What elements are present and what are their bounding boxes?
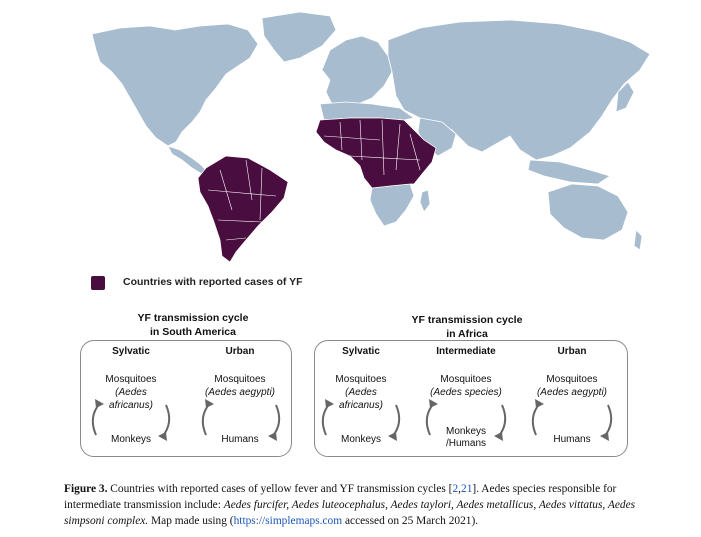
europe bbox=[321, 35, 393, 109]
greenland bbox=[261, 11, 337, 63]
world-map bbox=[91, 11, 651, 263]
vector-text: Mosquitoes (Aedes africanus) bbox=[335, 374, 387, 411]
legend-label: Countries with reported cases of YF bbox=[123, 276, 303, 288]
madagascar bbox=[419, 189, 431, 213]
caption-species: Aedes furcifer, Aedes luteocephalus, Aed… bbox=[64, 499, 636, 527]
af-title-line1: YF transmission cycle bbox=[411, 314, 523, 326]
af-urban-column: Urban Mosquitoes (Aedes aegypti) Humans bbox=[524, 346, 620, 450]
column-head: Sylvatic bbox=[342, 346, 380, 357]
column-head: Sylvatic bbox=[112, 346, 150, 357]
simplemaps-link[interactable]: https://simplemaps.com bbox=[233, 515, 343, 527]
north-africa bbox=[319, 101, 415, 121]
new-zealand bbox=[633, 229, 643, 251]
southern-africa bbox=[369, 183, 415, 227]
south-america-reported bbox=[197, 155, 289, 263]
sa-sylvatic-cycle-arrows bbox=[91, 399, 171, 441]
africa-cycle-box bbox=[314, 340, 628, 457]
country-borders bbox=[207, 119, 421, 241]
caption-label: Figure 3. bbox=[64, 483, 108, 495]
australia bbox=[547, 183, 629, 241]
se-asia-islands bbox=[527, 159, 611, 185]
column-head: Urban bbox=[225, 346, 255, 357]
figure-caption: Figure 3. Countries with reported cases … bbox=[64, 483, 636, 527]
central-america bbox=[167, 145, 207, 175]
sa-sylvatic-column: Sylvatic Mosquitoes (Aedes africanus) Mo… bbox=[86, 346, 176, 450]
vector-text: Mosquitoes (Aedes aegypti) bbox=[204, 374, 276, 398]
citation-link-21[interactable]: 21 bbox=[461, 483, 473, 495]
citation-link-2[interactable]: 2 bbox=[452, 483, 459, 495]
af-urban-cycle-arrows bbox=[531, 399, 613, 441]
host-text: Humans bbox=[221, 434, 259, 445]
host-text: Monkeys bbox=[340, 434, 381, 445]
sa-urban-cycle-arrows bbox=[201, 399, 281, 441]
af-title-line2: in Africa bbox=[446, 328, 488, 340]
north-america bbox=[91, 23, 259, 147]
host-text: Monkeys /Humans bbox=[445, 426, 486, 449]
host-text: Humans bbox=[553, 434, 591, 445]
af-sylvatic-cycle-arrows bbox=[321, 399, 401, 441]
reported-regions bbox=[197, 117, 437, 263]
vector-text: Mosquitoes (Aedes species) bbox=[430, 374, 502, 398]
sa-urban-column: Urban Mosquitoes (Aedes aegypti) Humans bbox=[190, 346, 290, 450]
south-america-cycle-box bbox=[80, 340, 292, 457]
africa-reported bbox=[315, 117, 437, 189]
vector-text: Mosquitoes (Aedes africanus) bbox=[105, 374, 157, 411]
asia bbox=[387, 19, 651, 161]
af-intermediate-cycle-arrows bbox=[425, 399, 507, 441]
vector-text: Mosquitoes (Aedes aegypti) bbox=[536, 374, 608, 398]
map-land bbox=[91, 11, 651, 251]
africa-title: YF transmission cycle in Africa bbox=[392, 313, 542, 341]
legend-swatch bbox=[91, 276, 105, 290]
host-text: Monkeys bbox=[110, 434, 151, 445]
column-head: Urban bbox=[557, 346, 587, 357]
sa-title-line2: in South America bbox=[150, 326, 236, 338]
japan bbox=[615, 81, 635, 113]
af-sylvatic-column: Sylvatic Mosquitoes (Aedes africanus) Mo… bbox=[316, 346, 406, 450]
af-intermediate-column: Intermediate Mosquitoes (Aedes species) … bbox=[418, 346, 514, 450]
column-head: Intermediate bbox=[436, 346, 496, 357]
south-america-title: YF transmission cycle in South America bbox=[118, 311, 268, 339]
sa-title-line1: YF transmission cycle bbox=[137, 312, 249, 324]
